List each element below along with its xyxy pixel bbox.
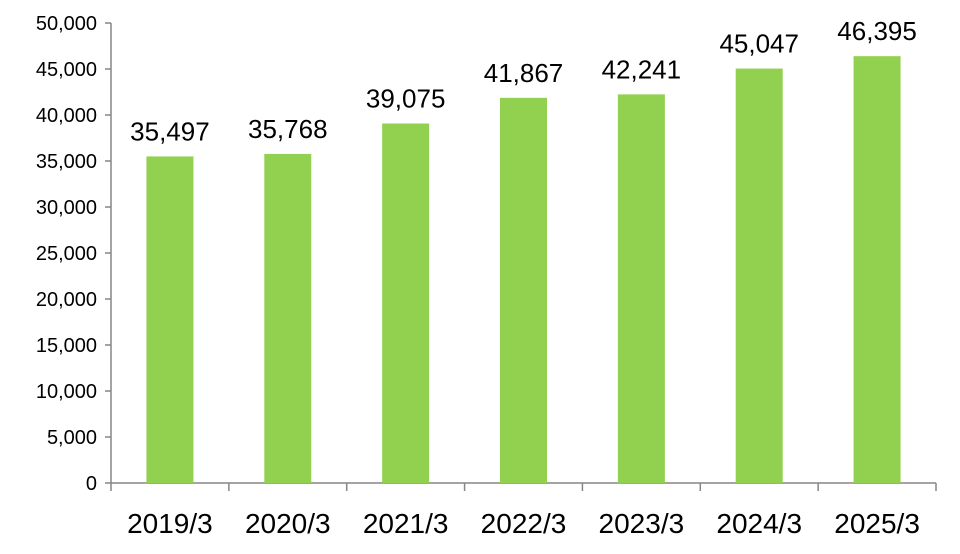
- x-tick-label: 2022/3: [481, 508, 567, 539]
- y-axis: 0 5,000 10,000 15,000 20,000 25,000 30,000 35,0…: [36, 13, 112, 495]
- y-tick-label: 50,000: [36, 13, 97, 35]
- data-label: 35,768: [248, 114, 328, 144]
- y-tick-label: 30,000: [36, 197, 97, 219]
- bar: [382, 123, 430, 483]
- y-tick-label: 15,000: [36, 335, 97, 357]
- x-tick-label: 2019/3: [127, 508, 213, 539]
- x-tick-label: 2021/3: [363, 508, 449, 539]
- data-label: 42,241: [602, 54, 682, 84]
- x-tick-label: 2023/3: [599, 508, 685, 539]
- y-tick-label: 20,000: [36, 289, 97, 311]
- y-tick-label: 25,000: [36, 243, 97, 265]
- x-tick-label: 2020/3: [245, 508, 331, 539]
- bar: [264, 153, 312, 484]
- bar: [500, 97, 547, 483]
- y-tick-label: 10,000: [36, 381, 97, 403]
- x-tick-label: 2024/3: [716, 508, 802, 539]
- y-tick-label: 35,000: [36, 151, 97, 173]
- data-labels: 35,497 35,768 39,075 41,867 42,241 45,047 46,3…: [130, 16, 917, 146]
- data-label: 41,867: [484, 58, 564, 88]
- x-tick-label: 2025/3: [834, 508, 920, 539]
- x-axis: 2019/3 2020/3 2021/3 2022/3 2023/3 2024/3 2025…: [110, 482, 937, 539]
- data-label: 35,497: [130, 116, 210, 146]
- y-tick-label: 40,000: [36, 105, 97, 127]
- data-label: 39,075: [366, 84, 446, 114]
- data-label: 45,047: [719, 29, 799, 59]
- bar: [853, 56, 901, 483]
- bar: [735, 68, 783, 483]
- data-label: 46,395: [837, 16, 917, 46]
- y-tick-label: 5,000: [47, 427, 97, 449]
- bar: [617, 94, 665, 483]
- bar: [146, 156, 194, 483]
- y-tick-label: 45,000: [36, 59, 97, 81]
- bar-series: [146, 56, 901, 484]
- y-tick-label: 0: [86, 473, 97, 495]
